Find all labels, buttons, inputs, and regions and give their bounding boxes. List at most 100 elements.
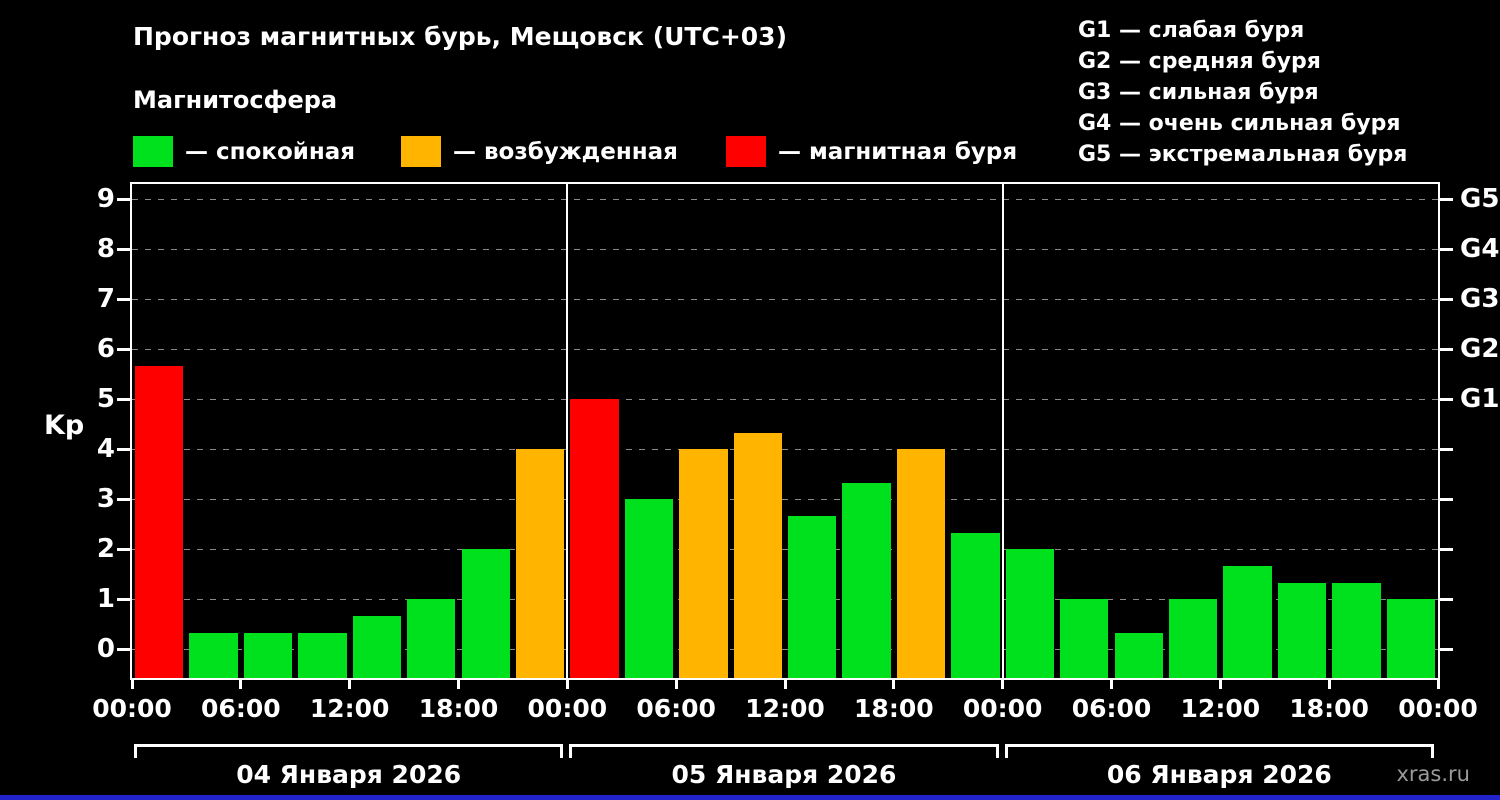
y-axis-tick — [117, 547, 130, 551]
day-separator-line — [566, 184, 569, 678]
y-axis-tick — [1440, 197, 1453, 201]
y-tick-label: 5 — [96, 384, 115, 414]
x-axis-tick — [892, 680, 896, 689]
x-tick-label: 06:00 — [636, 694, 716, 723]
gridline — [132, 649, 1438, 650]
storm-scale-item-g3: G3 — сильная буря — [1078, 80, 1319, 105]
day-date-label: 05 Января 2026 — [671, 760, 897, 789]
g-tick-label: G5 — [1460, 184, 1500, 214]
y-axis-tick — [117, 197, 130, 201]
x-tick-label: 18:00 — [1289, 694, 1369, 723]
gridline — [132, 199, 1438, 200]
y-tick-label: 2 — [96, 534, 115, 564]
y-tick-label: 7 — [96, 284, 115, 314]
legend-swatch-excited-icon — [401, 136, 441, 167]
x-axis-tick — [1001, 680, 1005, 689]
kp-bar — [733, 432, 782, 678]
day-bracket — [569, 744, 999, 758]
x-axis-tick — [1218, 680, 1222, 689]
y-axis-tick — [117, 247, 130, 251]
kp-bar — [461, 549, 510, 678]
y-axis-tick — [117, 447, 130, 451]
x-tick-label: 12:00 — [309, 694, 390, 723]
x-tick-label: 18:00 — [854, 694, 934, 723]
x-axis-tick — [130, 680, 134, 689]
y-axis-tick — [1440, 447, 1453, 451]
kp-bar — [842, 482, 891, 678]
g-tick-label: G2 — [1460, 334, 1500, 364]
x-tick-label: 00:00 — [527, 694, 608, 723]
bottom-strip — [0, 795, 1500, 800]
g-tick-label: G4 — [1460, 234, 1500, 264]
chart-subtitle: Магнитосфера — [133, 86, 338, 114]
y-tick-label: 4 — [96, 434, 115, 464]
y-axis-tick — [1440, 547, 1453, 551]
day-bracket — [134, 744, 564, 758]
kp-bar — [1114, 632, 1163, 678]
kp-bar — [352, 615, 402, 678]
y-tick-label: 3 — [96, 484, 115, 514]
legend-swatch-quiet-icon — [133, 136, 173, 167]
kp-bar — [298, 632, 347, 678]
kp-bar — [407, 599, 456, 678]
kp-bar — [1060, 599, 1109, 678]
kp-bar — [1168, 599, 1218, 678]
kp-bar — [1386, 599, 1435, 678]
kp-bar — [1005, 549, 1055, 678]
kp-bar — [135, 365, 184, 678]
y-axis-tick — [117, 497, 130, 501]
y-axis-tick — [117, 347, 130, 351]
y-axis-tick — [117, 397, 130, 401]
y-axis-tick — [117, 597, 130, 601]
x-tick-label: 00:00 — [92, 694, 172, 723]
storm-scale-legend: G1 — слабая буря G2 — средняя буря G3 — … — [1078, 15, 1407, 170]
chart-title: Прогноз магнитных бурь, Мещовск (UTC+03) — [133, 22, 787, 51]
storm-scale-item-g4: G4 — очень сильная буря — [1078, 111, 1401, 136]
legend-label-quiet: — спокойная — [185, 138, 356, 165]
kp-bar — [788, 515, 837, 678]
kp-bar — [515, 449, 565, 678]
x-axis-tick — [674, 680, 678, 689]
kp-bar — [243, 632, 293, 678]
x-axis-tick — [1327, 680, 1331, 689]
legend-label-storm: — магнитная буря — [778, 138, 1018, 165]
legend-label-excited: — возбужденная — [453, 138, 678, 165]
y-axis-tick — [1440, 347, 1453, 351]
gridline — [132, 349, 1438, 350]
g-tick-label: G3 — [1460, 284, 1500, 314]
x-tick-label: 06:00 — [201, 694, 281, 723]
day-date-label: 06 Января 2026 — [1106, 760, 1332, 789]
y-axis-tick — [1440, 497, 1453, 501]
y-axis-tick — [1440, 597, 1453, 601]
kp-bar — [1277, 582, 1327, 678]
x-axis-tick — [457, 680, 460, 689]
kp-bar — [570, 399, 619, 678]
y-tick-label: 1 — [96, 584, 115, 614]
y-tick-label: 9 — [96, 184, 115, 214]
y-axis-tick — [1440, 397, 1453, 401]
gridline — [132, 249, 1438, 250]
x-axis-tick — [1110, 680, 1113, 689]
y-axis-tick — [1440, 247, 1453, 251]
x-axis-tick — [239, 680, 243, 689]
x-tick-label: 12:00 — [745, 694, 825, 723]
y-tick-label: 6 — [96, 334, 115, 364]
x-tick-label: 06:00 — [1071, 694, 1152, 723]
kp-bar — [896, 449, 946, 678]
plot-area — [130, 182, 1440, 680]
y-tick-label: 0 — [96, 634, 115, 664]
legend-swatch-storm-icon — [726, 136, 766, 167]
x-axis-tick — [783, 680, 787, 689]
kp-bar — [1223, 565, 1272, 678]
storm-scale-item-g5: G5 — экстремальная буря — [1078, 142, 1408, 167]
g-tick-label: G1 — [1460, 384, 1500, 414]
legend-item-excited: — возбужденная — [401, 136, 678, 167]
gridline — [132, 549, 1438, 550]
x-tick-label: 00:00 — [962, 694, 1043, 723]
kp-bar — [951, 532, 1000, 678]
gridline — [132, 299, 1438, 300]
y-tick-label: 8 — [96, 234, 115, 264]
day-bracket — [1004, 744, 1434, 758]
